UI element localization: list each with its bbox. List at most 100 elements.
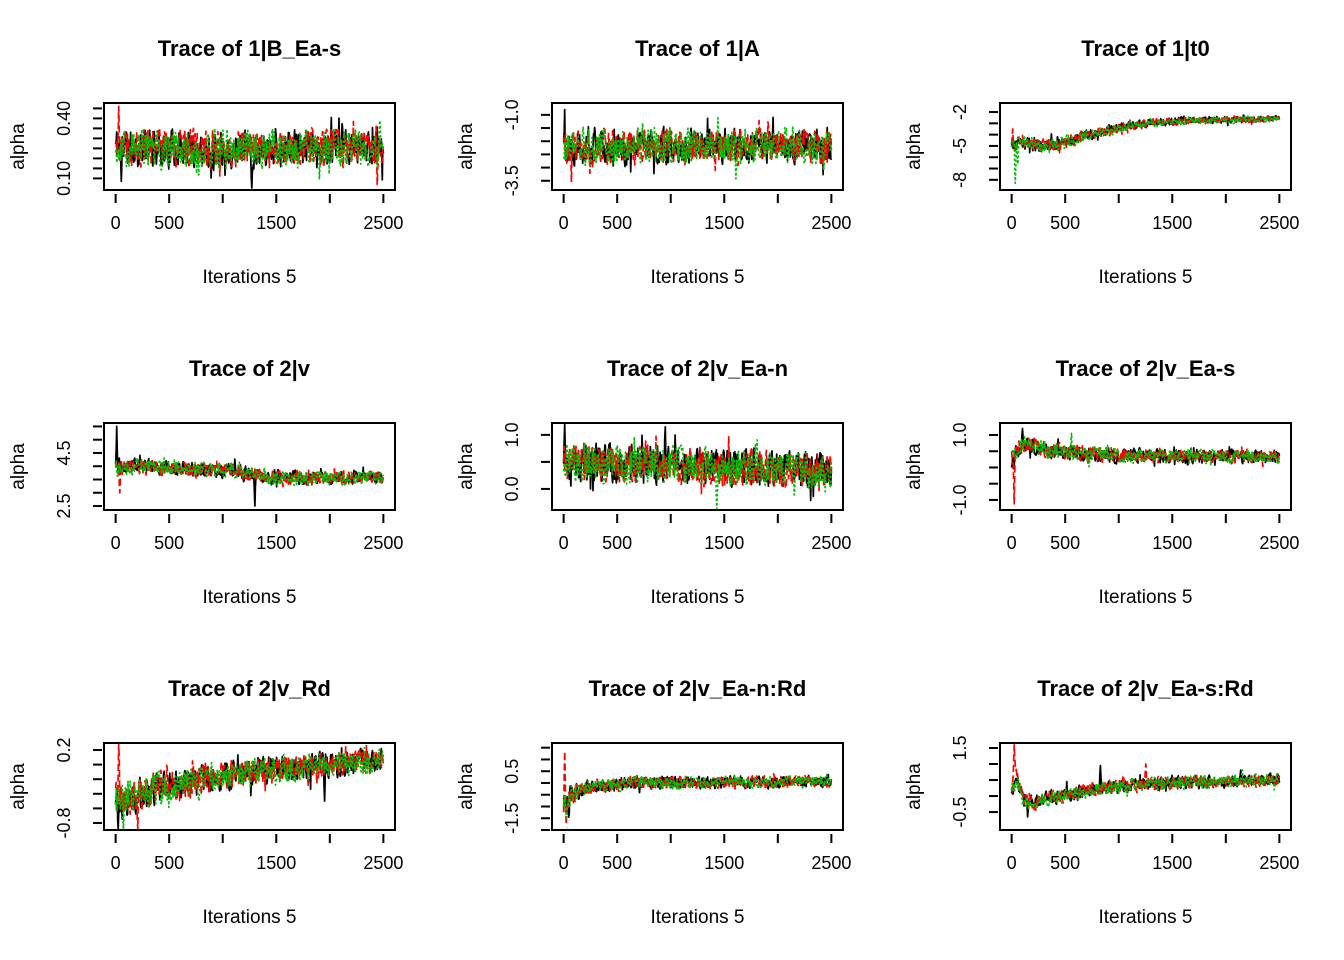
x-tick-label: 500 (1050, 213, 1080, 233)
x-tick-label: 1500 (704, 853, 744, 873)
y-tick-label: 2.5 (54, 494, 74, 519)
x-tick-label: 0 (559, 533, 569, 553)
x-tick-label: 1500 (256, 853, 296, 873)
x-axis-label: Iterations 5 (651, 907, 745, 928)
plot-canvas-2-v-ea-s: Trace of 2|v_Ea-s 0 500 1500 2500 -1.0 1.0 alph… (904, 356, 1299, 608)
plot-title: Trace of 2|v_Ea-s:Rd (1037, 676, 1253, 701)
y-axis-label: alpha (8, 763, 29, 810)
y-axis-label: alpha (456, 763, 477, 810)
y-tick-label: -0.8 (54, 807, 74, 838)
plot-title: Trace of 2|v (189, 356, 311, 381)
y-tick-label: 1.0 (502, 422, 522, 447)
x-tick-label: 1500 (256, 533, 296, 553)
trace-line-chain-3 (1010, 115, 1281, 185)
plot-canvas-2-v-ea-n: Trace of 2|v_Ea-n 0 500 1500 2500 0.0 1.0 alpha… (456, 356, 851, 608)
y-tick-label: 1.5 (950, 735, 970, 760)
trace-line-chain-3 (1011, 432, 1281, 468)
trace-plot-2-v-ea-s-rd: Trace of 2|v_Ea-s:Rd 0 500 1500 2500 -0.5 1.5 a… (896, 640, 1344, 960)
x-tick-label: 0 (1007, 533, 1017, 553)
y-tick-label: -2 (950, 104, 970, 120)
x-tick-label: 0 (559, 853, 569, 873)
x-tick-label: 1500 (256, 213, 296, 233)
trace-plot-2-v: Trace of 2|v 0 500 1500 2500 2.5 4.5 alpha Itera… (0, 320, 448, 640)
plot-title: Trace of 1|A (635, 36, 760, 61)
y-tick-label: 0.0 (502, 476, 522, 501)
y-axis-label: alpha (904, 443, 925, 490)
plot-canvas-2-v-rd: Trace of 2|v_Rd 0 500 1500 2500 -0.8 0.2 alpha I… (8, 676, 403, 928)
y-tick-label: -1.0 (950, 484, 970, 515)
y-tick-label: -3.5 (502, 165, 522, 196)
plot-frame (551, 422, 844, 511)
y-tick-label: 0.2 (54, 737, 74, 762)
y-axis-label: alpha (8, 123, 29, 170)
x-axis-label: Iterations 5 (1099, 267, 1193, 288)
x-tick-label: 500 (154, 533, 184, 553)
trace-plot-2-v-ea-n-rd: Trace of 2|v_Ea-n:Rd 0 500 1500 2500 -1.5 0.5 a… (448, 640, 896, 960)
y-tick-label: -8 (950, 172, 970, 188)
y-tick-label: -1.0 (502, 99, 522, 130)
x-tick-label: 0 (1007, 213, 1017, 233)
x-axis-label: Iterations 5 (1099, 587, 1193, 608)
plot-frame (103, 742, 396, 831)
plot-title: Trace of 1|t0 (1081, 36, 1209, 61)
plot-canvas-1-b-ea-s: Trace of 1|B_Ea-s 0 500 1500 2500 0.10 0.40 alp… (8, 36, 403, 288)
trace-plot-2-v-ea-s: Trace of 2|v_Ea-s 0 500 1500 2500 -1.0 1.0 alph… (896, 320, 1344, 640)
x-tick-label: 1500 (704, 533, 744, 553)
plot-canvas-1-t0: Trace of 1|t0 0 500 1500 2500 -8 -5 -2 alpha Iter… (904, 36, 1299, 288)
y-tick-label: -5 (950, 138, 970, 154)
x-tick-label: 2500 (363, 213, 403, 233)
x-tick-label: 500 (1050, 853, 1080, 873)
x-axis-label: Iterations 5 (651, 267, 745, 288)
y-axis-label: alpha (456, 123, 477, 170)
plot-title: Trace of 2|v_Ea-s (1056, 356, 1236, 381)
trace-line-chain-3 (562, 436, 833, 510)
y-axis-label: alpha (904, 763, 925, 810)
x-tick-label: 1500 (1152, 533, 1192, 553)
x-tick-label: 1500 (1152, 853, 1192, 873)
plot-frame (551, 102, 844, 191)
trace-line-chain-3 (562, 117, 833, 180)
plot-frame (103, 422, 396, 511)
trace-plot-2-v-rd: Trace of 2|v_Rd 0 500 1500 2500 -0.8 0.2 alpha I… (0, 640, 448, 960)
x-tick-label: 2500 (811, 533, 851, 553)
plot-title: Trace of 2|v_Ea-n (607, 356, 788, 381)
plot-canvas-2-v-ea-n-rd: Trace of 2|v_Ea-n:Rd 0 500 1500 2500 -1.5 0.5 a… (456, 676, 851, 928)
y-tick-label: -1.5 (502, 803, 522, 834)
x-tick-label: 2500 (363, 853, 403, 873)
y-tick-label: 0.10 (54, 161, 74, 196)
x-tick-label: 2500 (1259, 533, 1299, 553)
plot-canvas-2-v-ea-s-rd: Trace of 2|v_Ea-s:Rd 0 500 1500 2500 -0.5 1.5 a… (904, 676, 1299, 928)
x-tick-label: 2500 (363, 533, 403, 553)
trace-line-chain-2 (1010, 437, 1281, 505)
x-tick-label: 2500 (811, 213, 851, 233)
trace-plot-1-b-ea-s: Trace of 1|B_Ea-s 0 500 1500 2500 0.10 0.40 alp… (0, 0, 448, 320)
x-tick-label: 500 (602, 853, 632, 873)
x-tick-label: 500 (602, 533, 632, 553)
x-tick-label: 0 (111, 853, 121, 873)
x-axis-label: Iterations 5 (203, 267, 297, 288)
plot-canvas-1-a: Trace of 1|A 0 500 1500 2500 -3.5 -1.0 alpha Ite… (456, 36, 851, 288)
plot-frame (103, 102, 396, 191)
x-tick-label: 2500 (1259, 213, 1299, 233)
y-axis-label: alpha (8, 443, 29, 490)
plot-title: Trace of 1|B_Ea-s (158, 36, 341, 61)
x-tick-label: 500 (154, 853, 184, 873)
trace-line-chain-3 (114, 746, 385, 830)
x-tick-label: 500 (1050, 533, 1080, 553)
trace-line-chain-3 (1010, 769, 1280, 810)
y-tick-label: 0.5 (502, 759, 522, 784)
y-tick-label: 1.0 (950, 422, 970, 447)
y-axis-label: alpha (456, 443, 477, 490)
x-tick-label: 0 (559, 213, 569, 233)
trace-plot-1-a: Trace of 1|A 0 500 1500 2500 -3.5 -1.0 alpha Ite… (448, 0, 896, 320)
plot-title: Trace of 2|v_Ea-n:Rd (589, 676, 807, 701)
x-axis-label: Iterations 5 (203, 587, 297, 608)
x-tick-label: 1500 (704, 213, 744, 233)
x-tick-label: 500 (602, 213, 632, 233)
x-axis-label: Iterations 5 (651, 587, 745, 608)
trace-line-chain-3 (114, 457, 385, 487)
y-axis-label: alpha (904, 123, 925, 170)
trace-line-chain-3 (114, 119, 385, 180)
plot-canvas-2-v: Trace of 2|v 0 500 1500 2500 2.5 4.5 alpha Itera… (8, 356, 403, 608)
y-tick-label: 0.40 (54, 101, 74, 136)
